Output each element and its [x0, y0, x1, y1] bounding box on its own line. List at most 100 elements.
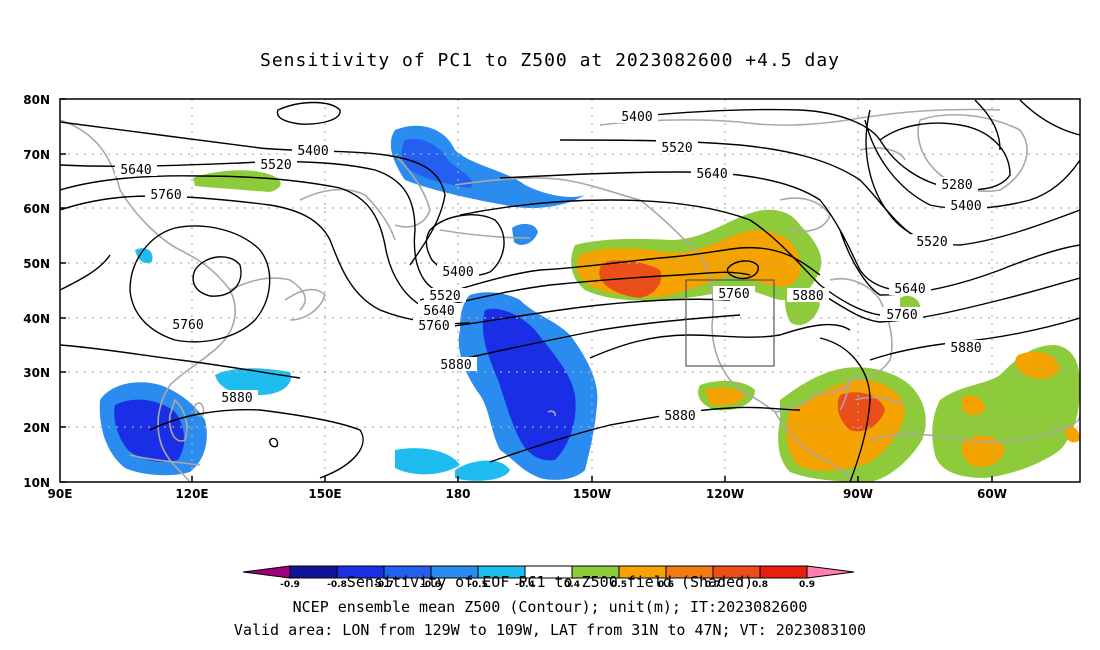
lat-tick-60N: 60N [23, 202, 50, 216]
footer-line-contour: NCEP ensemble mean Z500 (Contour); unit(… [292, 598, 808, 616]
coast-okhotsk [299, 188, 396, 241]
cb-tick-9: 0.6 [658, 580, 674, 590]
svg-text:5760: 5760 [886, 308, 917, 323]
neg-region-hawaii [395, 448, 460, 475]
contour-label-5640d: 5640 [691, 166, 733, 182]
contour-5520-a [60, 161, 441, 293]
svg-text:5640: 5640 [696, 167, 727, 182]
coast-namerica-west [639, 199, 776, 413]
contour-label-5640b: 5640 [418, 303, 460, 319]
lat-tick-labels: 80N 70N 60N 50N 40N 30N 20N 10N [23, 93, 50, 490]
contour-5400-a [60, 121, 446, 266]
lon-tick-150E: 150E [308, 487, 341, 501]
contour-5880-e [489, 406, 801, 463]
svg-text:5520: 5520 [916, 235, 947, 250]
neg-region-pacific-core [482, 308, 576, 461]
svg-text:5520: 5520 [429, 289, 460, 304]
contour-labels: 5400 5520 5640 5760 5400 5520 5640 5760 … [115, 109, 987, 424]
coast-kamchatka [394, 154, 431, 228]
svg-text:5640: 5640 [423, 304, 454, 319]
contour-label-5400d: 5400 [616, 109, 658, 125]
svg-text:5520: 5520 [661, 141, 692, 156]
svg-text:5880: 5880 [792, 289, 823, 304]
svg-text:5520: 5520 [260, 158, 291, 173]
svg-text:5400: 5400 [442, 265, 473, 280]
contour-north-loop [974, 99, 1001, 151]
contour-5880-a [60, 254, 111, 291]
coast-namerica-east [829, 278, 893, 380]
lat-tick-40N: 40N [23, 312, 50, 326]
contour-ring-west [192, 256, 242, 297]
cb-tick-6: -0.4 [515, 580, 535, 590]
contour-5640-c [839, 229, 1080, 296]
pos-region-caribbean-red [837, 392, 885, 432]
svg-text:5760: 5760 [418, 319, 449, 334]
contour-label-5880b: 5880 [216, 390, 258, 406]
plot-title: Sensitivity of PC1 to Z500 at 2023082600… [259, 50, 840, 71]
coast-aleutian [439, 229, 531, 239]
colorbar [242, 565, 855, 579]
contour-label-5760a: 5760 [145, 187, 187, 203]
svg-text:5400: 5400 [621, 110, 652, 125]
lat-tick-50N: 50N [23, 257, 50, 271]
contour-label-5880d: 5880 [787, 288, 829, 304]
coast-greenland [917, 114, 1028, 193]
contour-label-5400b: 5400 [437, 264, 479, 280]
coast-arctic-islands [859, 147, 906, 161]
contour-5760-a [60, 195, 471, 325]
coast-namerica-north [599, 108, 1001, 126]
coast-florida [839, 377, 851, 411]
colorbar-end-high [806, 565, 855, 579]
coast-asia-east-2 [229, 277, 306, 311]
pos-region-east-orange4 [1064, 426, 1080, 443]
contour-5400-c [864, 119, 1080, 210]
contour-5760-e [814, 277, 1080, 323]
lat-tick-70N: 70N [23, 148, 50, 162]
coast-alaska [454, 177, 641, 201]
contour-label-5640e: 5640 [889, 281, 931, 297]
cb-tick-10: 0.7 [705, 580, 721, 590]
coast-taiwan [194, 402, 205, 417]
lon-tick-90W: 90W [843, 487, 873, 501]
neg-region-kamchatka-core [401, 138, 473, 188]
footer-line-shaded: Sensitivity of EOF PC1 to Z500 field (Sh… [346, 573, 754, 591]
lon-tick-150W: 150W [573, 487, 611, 501]
pos-region-east-orange3 [962, 395, 985, 416]
neg-region-scs-core [114, 399, 185, 462]
contour-label-5520a: 5520 [255, 157, 297, 173]
coast-hawaii [547, 410, 556, 417]
cb-tick-11: 0.8 [752, 580, 768, 590]
contour-5640-d [499, 171, 911, 292]
svg-text:5880: 5880 [664, 409, 695, 424]
contour-5880-ne [819, 337, 871, 482]
axis-tick-marks [60, 98, 993, 483]
contour-label-5760-ne: 5760 [881, 307, 923, 323]
contour-label-5760d: 5760 [413, 318, 455, 334]
contour-label-5520b: 5520 [424, 288, 466, 304]
contour-5760-west-loop [129, 225, 271, 343]
lat-tick-20N: 20N [23, 421, 50, 435]
coast-japan [284, 288, 326, 321]
lon-tick-180: 180 [445, 487, 470, 501]
neg-region-cyan-pac [455, 460, 510, 481]
contour-5880-c [449, 314, 741, 363]
cb-tick-3: -0.7 [374, 580, 394, 590]
coastlines [60, 108, 1080, 482]
cb-tick-12: 0.9 [799, 580, 815, 590]
contour-5760-c [439, 298, 731, 329]
coast-philippines [168, 398, 188, 442]
colorbar-tick-labels: -0.9 -0.8 -0.7 -0.6 -0.5 -0.4 0.4 0.5 0.… [280, 580, 815, 590]
contour-label-5880a: 5880 [435, 357, 477, 373]
contour-label-5880e: 5880 [945, 340, 987, 356]
svg-text:5400: 5400 [297, 144, 328, 159]
lon-tick-120W: 120W [706, 487, 744, 501]
neg-region-nw-pac [215, 368, 291, 395]
coast-hudson [779, 197, 831, 232]
lon-tick-120E: 120E [175, 487, 208, 501]
contour-5280 [879, 122, 1011, 191]
cb-tick-2: -0.8 [327, 580, 347, 590]
svg-text:5280: 5280 [941, 178, 972, 193]
contour-5640-a [60, 175, 431, 311]
svg-text:5400: 5400 [950, 199, 981, 214]
